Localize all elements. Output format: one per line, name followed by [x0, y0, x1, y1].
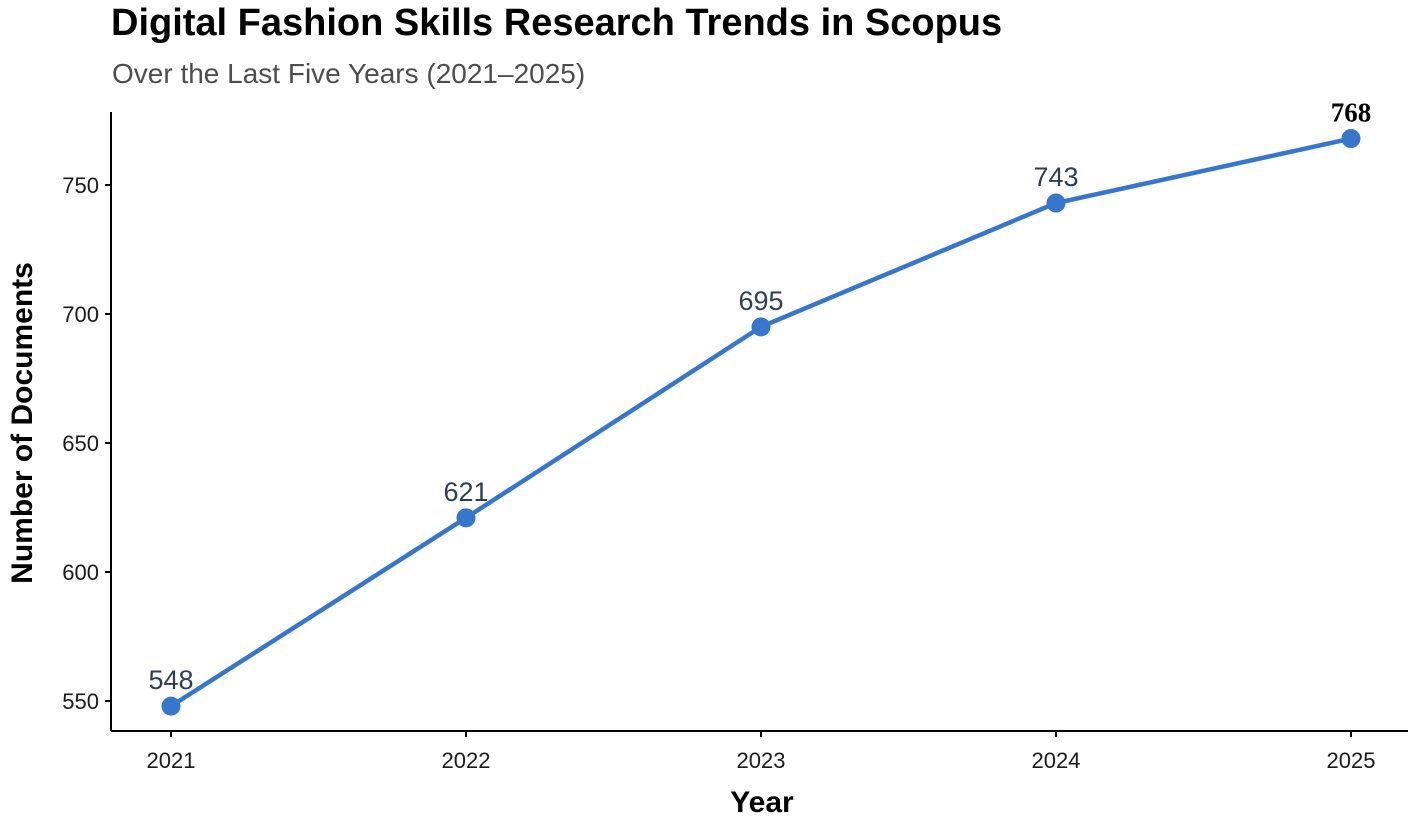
- x-tick-label: 2021: [147, 748, 196, 773]
- y-tick-label: 550: [62, 689, 99, 714]
- x-tick-label: 2024: [1032, 748, 1081, 773]
- series-line: [168, 136, 1354, 709]
- x-tick-label: 2022: [442, 748, 491, 773]
- y-tick-label: 600: [62, 560, 99, 585]
- chart-subtitle: Over the Last Five Years (2021–2025): [112, 58, 586, 89]
- data-point: [751, 317, 771, 337]
- data-label-highlight: 768: [1331, 98, 1372, 128]
- chart-title: Digital Fashion Skills Research Trends i…: [111, 2, 1003, 44]
- x-tick-label: 2023: [737, 748, 786, 773]
- series-line-path: [168, 136, 1354, 709]
- data-point: [161, 696, 181, 716]
- data-labels: 548 621 695 743 768: [148, 98, 1371, 696]
- x-tick-label: 2025: [1327, 748, 1376, 773]
- y-tick-label: 700: [62, 302, 99, 327]
- y-tick-label: 750: [62, 173, 99, 198]
- y-tick-label: 650: [62, 431, 99, 456]
- data-point: [1046, 193, 1066, 213]
- data-label: 695: [738, 286, 783, 316]
- y-axis-title: Number of Documents: [6, 262, 39, 584]
- data-point: [1341, 129, 1361, 149]
- data-label: 548: [148, 665, 193, 695]
- data-label: 743: [1033, 162, 1078, 192]
- data-label: 621: [443, 477, 488, 507]
- data-point: [456, 508, 476, 528]
- x-axis-title: Year: [730, 786, 794, 819]
- tick-labels: 550 600 650 700 750 2021 2022 2023 2024 2025: [62, 173, 1375, 773]
- data-points: [161, 129, 1361, 716]
- axes: [110, 112, 1408, 732]
